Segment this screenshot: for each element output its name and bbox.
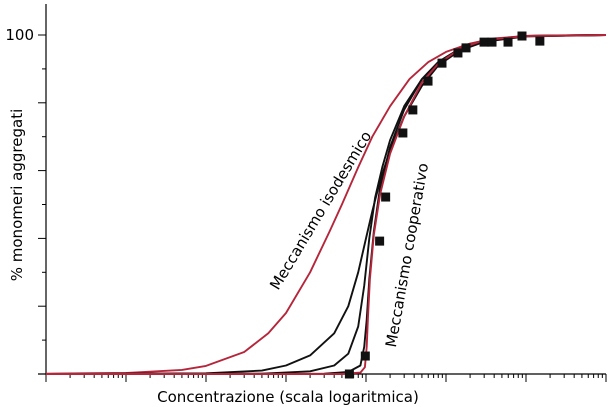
data-point <box>381 192 391 202</box>
x-axis-label: Concentrazione (scala logaritmica) <box>157 388 419 406</box>
data-point <box>535 36 545 46</box>
data-point <box>375 236 385 246</box>
tick-labels: 100 <box>5 26 34 44</box>
data-point <box>461 43 471 53</box>
data-point <box>487 37 497 47</box>
data-point <box>423 76 433 86</box>
data-point <box>517 31 527 41</box>
annotation-cooperative: Meccanismo cooperativo <box>382 162 432 349</box>
data-point <box>408 105 418 115</box>
data-point <box>344 369 354 379</box>
data-point <box>398 128 408 138</box>
y-axis-label: % monomeri aggregati <box>8 109 26 282</box>
data-point <box>360 351 370 361</box>
y-tick-label: 100 <box>5 26 34 44</box>
data-point <box>503 37 513 47</box>
data-point <box>479 37 489 47</box>
data-points <box>344 31 545 379</box>
data-point <box>453 48 463 58</box>
data-point <box>437 58 447 68</box>
